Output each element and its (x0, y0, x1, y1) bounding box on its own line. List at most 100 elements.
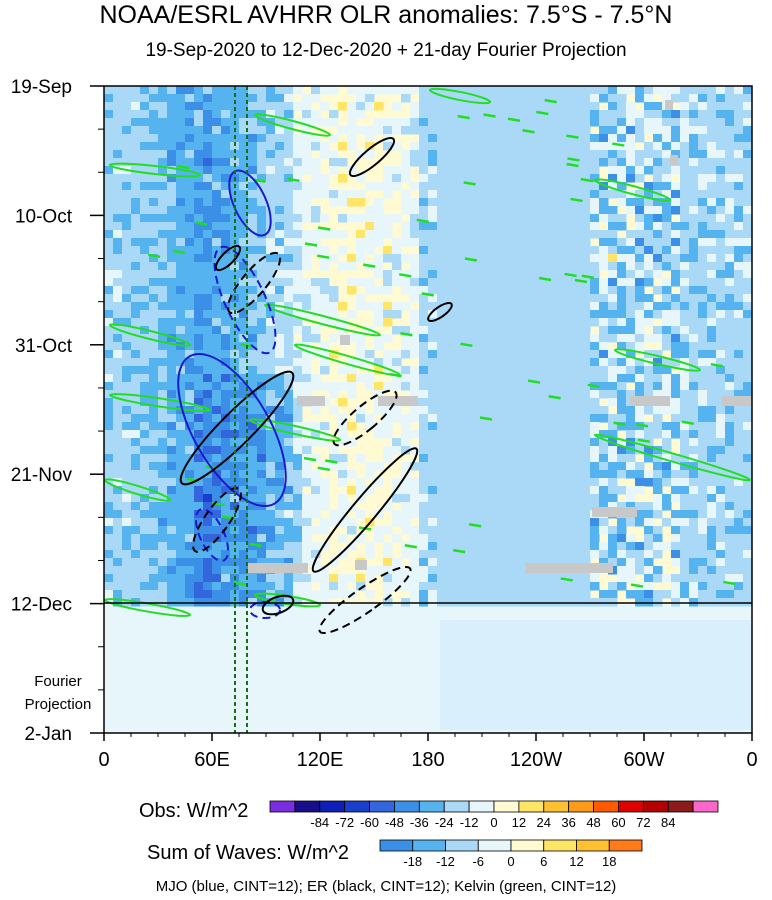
field-cell (671, 542, 681, 551)
field-cell (293, 510, 303, 519)
field-cell (500, 414, 510, 423)
field-cell (266, 350, 276, 359)
field-cell (266, 230, 276, 239)
field-cell (284, 342, 294, 351)
field-cell (617, 270, 627, 279)
field-cell (122, 550, 132, 559)
field-cell (464, 398, 474, 407)
field-cell (536, 590, 546, 599)
field-cell (743, 526, 752, 535)
field-cell (608, 526, 618, 535)
field-cell (653, 366, 663, 375)
field-cell (734, 86, 744, 95)
field-cell (509, 102, 519, 111)
field-cell (563, 118, 573, 127)
field-cell (212, 134, 222, 143)
field-cell (536, 174, 546, 183)
field-cell (500, 182, 510, 191)
field-cell (248, 134, 258, 143)
field-cell (284, 558, 294, 567)
field-cell (635, 278, 645, 287)
field-cell (473, 278, 483, 287)
field-cell (176, 214, 186, 223)
field-cell (581, 446, 591, 455)
field-cell (554, 590, 564, 599)
field-cell (347, 190, 357, 199)
field-cell (131, 454, 141, 463)
field-cell (743, 286, 752, 295)
field-cell (437, 526, 447, 535)
field-cell (698, 94, 708, 103)
field-cell (239, 190, 249, 199)
field-cell (419, 86, 429, 95)
field-cell (464, 414, 474, 423)
field-cell (257, 542, 267, 551)
field-cell (617, 126, 627, 135)
field-cell (527, 430, 537, 439)
field-cell (554, 390, 564, 399)
field-cell (626, 102, 636, 111)
field-cell (212, 366, 222, 375)
field-cell (509, 270, 519, 279)
field-cell (275, 94, 285, 103)
field-cell (482, 270, 492, 279)
field-cell (509, 166, 519, 175)
field-cell (707, 294, 717, 303)
field-cell (608, 294, 618, 303)
field-cell (275, 214, 285, 223)
field-cell (212, 542, 222, 551)
field-cell (617, 278, 627, 287)
field-cell (707, 198, 717, 207)
field-cell (221, 230, 231, 239)
field-cell (122, 294, 132, 303)
field-cell (239, 254, 249, 263)
field-cell (257, 86, 267, 95)
field-cell (194, 318, 204, 327)
field-cell (149, 566, 159, 575)
field-cell (734, 550, 744, 559)
field-cell (608, 230, 618, 239)
field-cell (707, 590, 717, 599)
field-cell (581, 318, 591, 327)
field-cell (572, 222, 582, 231)
field-cell (644, 542, 654, 551)
field-cell (491, 102, 501, 111)
field-cell (320, 254, 330, 263)
field-cell (257, 334, 267, 343)
field-cell (203, 302, 213, 311)
field-cell (374, 86, 384, 95)
field-cell (221, 158, 231, 167)
field-cell (572, 302, 582, 311)
field-cell (635, 518, 645, 527)
field-cell (698, 550, 708, 559)
field-cell (644, 334, 654, 343)
field-cell (410, 526, 420, 535)
field-cell (212, 126, 222, 135)
field-cell (302, 334, 312, 343)
field-cell (734, 358, 744, 367)
field-cell (221, 214, 231, 223)
field-cell (482, 366, 492, 375)
field-cell (311, 302, 321, 311)
field-cell (257, 430, 267, 439)
field-cell (743, 502, 752, 511)
field-cell (167, 350, 177, 359)
field-cell (644, 206, 654, 215)
field-cell (131, 350, 141, 359)
field-cell (500, 510, 510, 519)
field-cell (653, 334, 663, 343)
field-cell (374, 214, 384, 223)
field-cell (302, 302, 312, 311)
field-cell (122, 126, 132, 135)
field-cell (455, 206, 465, 215)
field-cell (194, 214, 204, 223)
field-cell (527, 206, 537, 215)
field-cell (536, 342, 546, 351)
field-cell (284, 350, 294, 359)
field-cell (617, 486, 627, 495)
field-cell (617, 86, 627, 95)
field-cell (680, 134, 690, 143)
field-cell (185, 518, 195, 527)
field-cell (167, 542, 177, 551)
field-cell (338, 382, 348, 391)
